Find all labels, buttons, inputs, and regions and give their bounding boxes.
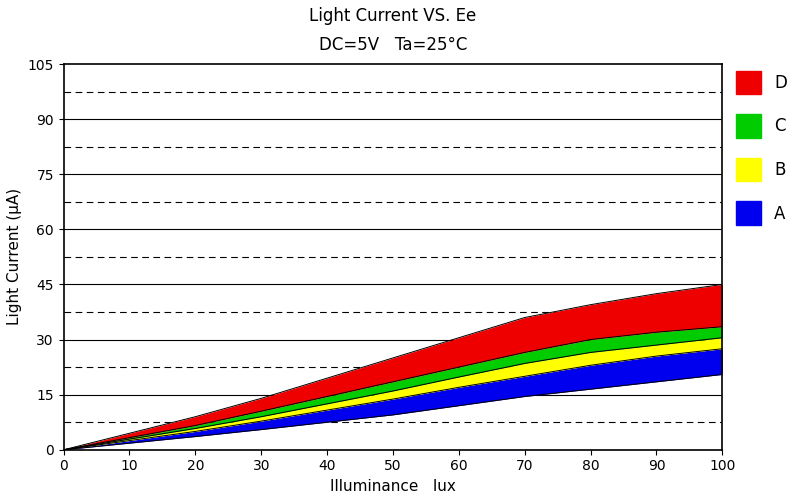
Title: Light Current VS. Ee
DC=5V   Ta=25°C: Light Current VS. Ee DC=5V Ta=25°C	[310, 7, 477, 54]
X-axis label: Illuminance   lux: Illuminance lux	[330, 479, 456, 494]
Y-axis label: Light Current (μA): Light Current (μA)	[7, 188, 22, 326]
Legend: D, C, B, A: D, C, B, A	[729, 64, 794, 231]
